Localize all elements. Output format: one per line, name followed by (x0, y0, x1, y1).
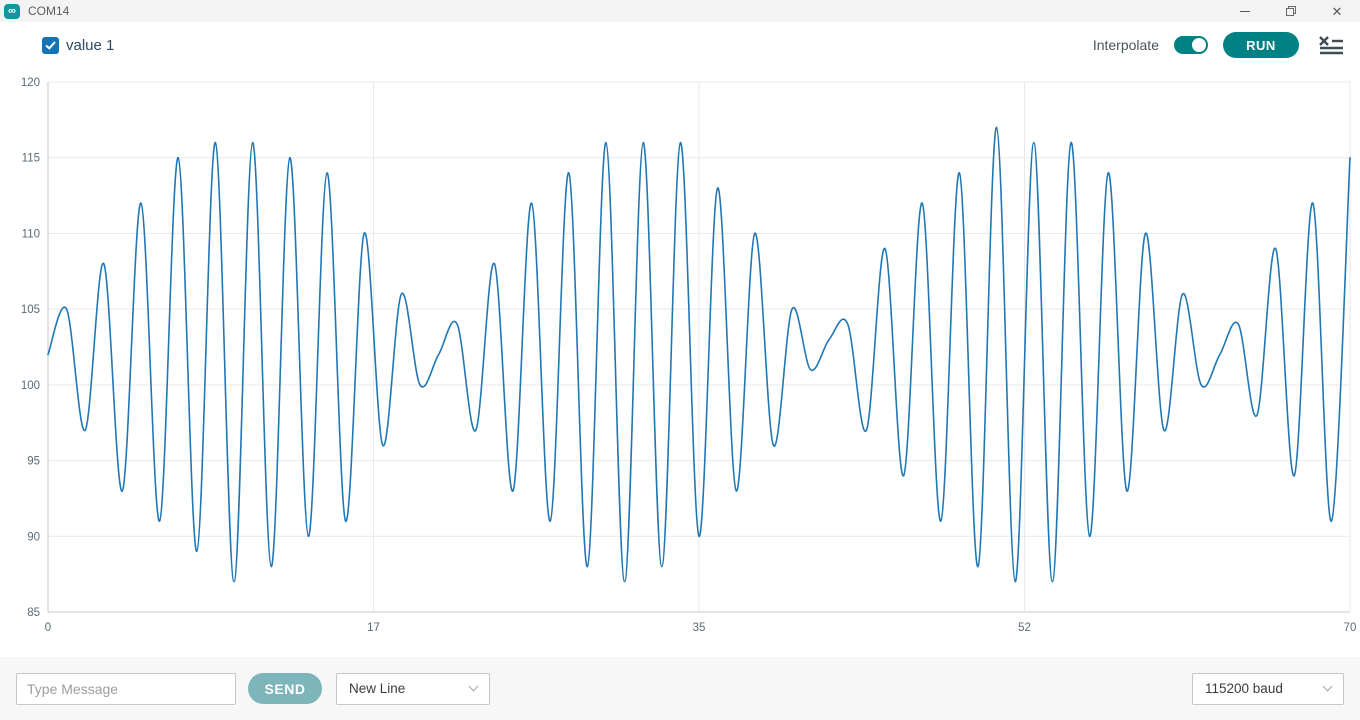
x-axis-tick-label: 0 (45, 622, 51, 634)
toggle-knob (1192, 38, 1206, 52)
clear-settings-button[interactable] (1318, 35, 1344, 55)
plotter-toolbar: value 1 Interpolate RUN (0, 22, 1360, 68)
y-axis-tick-label: 105 (21, 304, 40, 316)
chevron-down-icon (1322, 681, 1333, 692)
minimize-button[interactable] (1222, 0, 1268, 22)
serial-message-bar: SEND New Line 115200 baud (0, 657, 1360, 720)
check-icon (45, 40, 56, 50)
x-axis-tick-label: 52 (1018, 622, 1031, 634)
window-title: COM14 (28, 4, 70, 18)
y-axis-tick-label: 120 (21, 77, 40, 89)
send-button[interactable]: SEND (248, 673, 322, 704)
y-axis-tick-label: 115 (22, 153, 40, 165)
interpolate-toggle[interactable] (1174, 36, 1208, 54)
x-axis-tick-label: 70 (1344, 622, 1357, 634)
message-input[interactable] (16, 672, 236, 705)
y-axis-tick-label: 90 (27, 531, 40, 543)
series-label: value 1 (66, 36, 115, 54)
clear-list-icon (1319, 36, 1343, 55)
line-ending-value: New Line (349, 681, 406, 696)
series-line-value-1 (47, 126, 1351, 583)
close-button[interactable]: ✕ (1314, 0, 1360, 22)
y-axis-tick-label: 100 (21, 380, 40, 392)
close-icon: ✕ (1331, 3, 1343, 19)
y-axis-tick-label: 85 (27, 607, 40, 619)
x-axis-tick-label: 35 (693, 622, 706, 634)
x-axis-tick-label: 17 (367, 622, 380, 634)
restore-button[interactable] (1268, 0, 1314, 22)
y-axis-tick-label: 95 (27, 456, 40, 468)
minimize-icon (1240, 10, 1250, 12)
restore-icon (1286, 6, 1296, 16)
line-ending-select[interactable]: New Line (336, 672, 490, 705)
y-axis-tick-label: 110 (22, 228, 40, 240)
series-legend-item[interactable]: value 1 (42, 36, 115, 54)
series-checkbox[interactable] (42, 36, 59, 54)
baud-rate-value: 115200 baud (1205, 681, 1283, 696)
window-titlebar: ∞ COM14 ✕ (0, 0, 1360, 22)
baud-rate-select[interactable]: 115200 baud (1192, 672, 1344, 705)
interpolate-label: Interpolate (1092, 37, 1159, 53)
chevron-down-icon (468, 681, 479, 692)
run-button[interactable]: RUN (1223, 32, 1299, 58)
arduino-app-icon: ∞ (4, 3, 20, 19)
